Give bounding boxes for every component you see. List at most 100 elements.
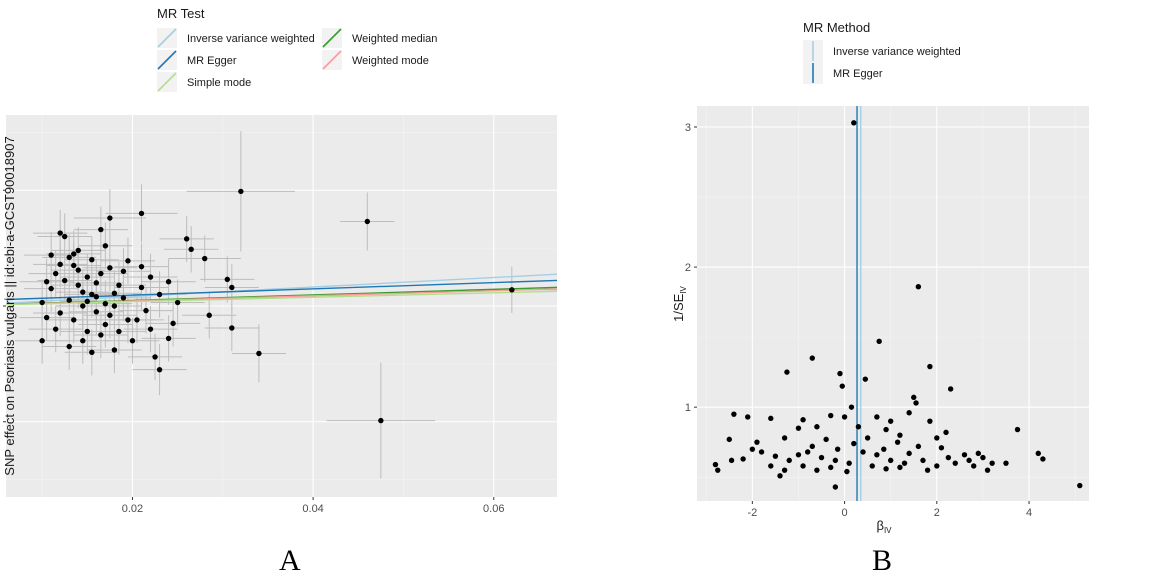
data-point xyxy=(740,456,746,462)
data-point xyxy=(111,347,118,353)
data-point xyxy=(947,386,954,392)
data-point xyxy=(901,460,908,466)
data-point xyxy=(98,332,104,338)
points-b xyxy=(712,120,1083,490)
data-point xyxy=(156,291,163,298)
data-point xyxy=(174,299,181,306)
data-point xyxy=(934,463,940,469)
data-point xyxy=(906,450,912,457)
data-point xyxy=(841,414,848,420)
data-point xyxy=(795,452,802,458)
data-point xyxy=(202,255,208,262)
data-point xyxy=(134,317,140,323)
legend-mr-method: MR Method Inverse variance weighted MR Eg… xyxy=(803,20,961,84)
data-point xyxy=(754,439,760,445)
x-tick-label: 4 xyxy=(1026,507,1032,519)
data-point xyxy=(984,467,991,473)
axis-ticks-a: 0.020.040.06-0.10.00.1 xyxy=(3,189,504,515)
data-point xyxy=(1003,460,1009,466)
data-point xyxy=(864,435,871,441)
data-point xyxy=(364,218,371,225)
data-point xyxy=(832,484,839,490)
y-tick-label: 1 xyxy=(685,402,691,414)
data-point xyxy=(927,363,933,370)
data-point xyxy=(1014,426,1021,433)
y-tick-label: 2 xyxy=(685,262,691,274)
data-point xyxy=(93,294,100,300)
data-point xyxy=(102,300,109,307)
data-point xyxy=(165,335,172,342)
data-point xyxy=(75,247,81,254)
legend-label: Inverse variance weighted xyxy=(187,33,315,45)
legend-label: Weighted mode xyxy=(352,55,429,67)
legend-label: MR Egger xyxy=(187,55,237,67)
data-point xyxy=(89,349,95,356)
data-point xyxy=(971,463,977,469)
data-point xyxy=(138,263,145,270)
data-point xyxy=(828,464,834,471)
legend-label: Simple mode xyxy=(187,77,251,89)
data-point xyxy=(952,460,958,466)
data-point xyxy=(855,424,862,430)
data-point xyxy=(116,282,122,288)
data-point xyxy=(98,226,104,233)
data-point xyxy=(71,251,77,257)
data-point xyxy=(224,276,231,283)
data-point xyxy=(745,414,751,420)
plot-area-b xyxy=(697,106,1089,501)
data-point xyxy=(129,338,136,344)
data-point xyxy=(111,303,118,309)
data-point xyxy=(772,453,779,459)
legend-swatch xyxy=(322,50,342,70)
data-point xyxy=(143,307,149,314)
data-point xyxy=(66,254,72,261)
data-point xyxy=(84,274,90,280)
data-point xyxy=(98,270,104,277)
data-point xyxy=(869,463,875,469)
data-point xyxy=(906,410,912,416)
data-point xyxy=(57,310,63,316)
data-point xyxy=(846,460,852,466)
data-point xyxy=(784,369,790,375)
data-point xyxy=(712,461,719,468)
data-point xyxy=(809,355,815,361)
data-point xyxy=(897,464,903,471)
data-point xyxy=(715,467,721,473)
panel-label-a: A xyxy=(279,544,301,577)
data-point xyxy=(93,280,100,286)
data-point xyxy=(814,467,820,473)
data-point xyxy=(874,414,880,420)
data-point xyxy=(781,467,788,473)
data-point xyxy=(170,320,176,327)
data-point xyxy=(80,289,86,295)
data-point xyxy=(125,317,131,323)
data-point xyxy=(509,287,515,293)
data-point xyxy=(731,411,737,417)
data-point xyxy=(862,376,869,382)
data-point xyxy=(75,267,81,273)
data-point xyxy=(183,236,190,242)
data-point xyxy=(378,417,384,424)
data-point xyxy=(75,282,81,288)
data-point xyxy=(834,446,841,452)
data-point xyxy=(961,452,968,458)
data-point xyxy=(924,467,931,473)
legend-title: MR Method xyxy=(803,20,870,35)
data-point xyxy=(116,328,122,335)
data-point xyxy=(851,440,857,447)
data-point xyxy=(915,283,922,290)
y-axis-label-b: 1/SEIV xyxy=(671,285,688,321)
data-point xyxy=(165,278,172,285)
data-point xyxy=(84,298,90,305)
data-point xyxy=(256,350,262,357)
data-point xyxy=(883,426,889,433)
data-point xyxy=(48,252,54,258)
data-point xyxy=(152,354,158,360)
data-point xyxy=(89,291,95,298)
x-tick-label: 0.06 xyxy=(483,503,504,515)
data-point xyxy=(818,454,825,461)
data-point xyxy=(777,473,783,479)
data-point xyxy=(89,256,95,263)
data-point xyxy=(71,317,77,323)
